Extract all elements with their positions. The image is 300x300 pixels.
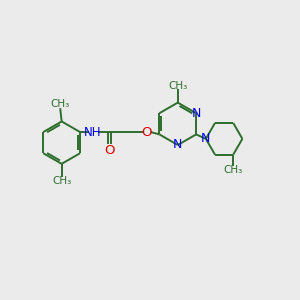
Text: N: N [201,132,211,145]
Text: N: N [191,107,201,120]
Text: NH: NH [84,125,101,139]
Text: CH₃: CH₃ [51,99,70,110]
Text: CH₃: CH₃ [52,176,71,186]
Text: CH₃: CH₃ [224,165,243,175]
Text: N: N [173,139,182,152]
Text: O: O [142,125,152,139]
Text: CH₃: CH₃ [168,80,188,91]
Text: O: O [104,144,115,158]
